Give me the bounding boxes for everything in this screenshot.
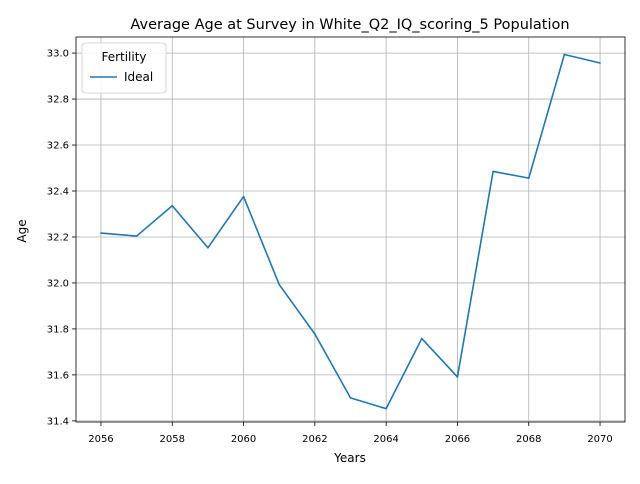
- y-tick-label: 32.0: [47, 278, 69, 289]
- legend-box: [81, 42, 167, 94]
- plot-area: [100, 53, 601, 410]
- axes-frame: [75, 36, 626, 423]
- x-tick-label: 2058: [160, 434, 185, 445]
- y-tick-label: 31.6: [47, 370, 69, 381]
- chart-title: Average Age at Survey in White_Q2_IQ_sco…: [130, 17, 569, 33]
- x-tick-label: 2068: [516, 434, 541, 445]
- data-point: [135, 235, 138, 237]
- y-tick-label: 31.8: [47, 324, 69, 335]
- x-tick-label: 2056: [88, 434, 113, 445]
- data-point: [171, 204, 174, 207]
- data-point: [420, 337, 423, 340]
- legend: Fertility Ideal: [81, 42, 167, 94]
- x-tick-label: 2064: [373, 434, 398, 445]
- data-point: [492, 170, 494, 173]
- data-point: [385, 407, 387, 410]
- data-point: [563, 53, 566, 56]
- data-point: [100, 232, 102, 234]
- legend-item-label: Ideal: [124, 70, 153, 84]
- x-tick-label: 2060: [231, 434, 256, 445]
- x-axis-label: Years: [333, 451, 366, 465]
- data-point: [456, 376, 459, 378]
- data-point: [527, 177, 530, 179]
- y-axis-label: Age: [15, 219, 29, 242]
- data-point: [242, 195, 245, 198]
- data-point: [278, 283, 281, 286]
- y-tick-label: 32.2: [47, 232, 69, 243]
- data-point: [599, 62, 601, 64]
- y-tick-label: 32.6: [47, 141, 69, 152]
- x-tick-label: 2066: [445, 434, 470, 445]
- data-point: [349, 397, 352, 399]
- data-point: [314, 333, 316, 335]
- x-tick-label: 2062: [302, 434, 327, 445]
- grid-layer: [76, 37, 625, 422]
- y-tick-label: 32.4: [47, 187, 69, 198]
- legend-title: Fertility: [101, 50, 146, 64]
- y-tick-label: 31.4: [47, 416, 69, 427]
- axes-layer: 2056 2058 2060 2062 2064 2066 2068 2070 31.4 31.6…: [47, 36, 626, 445]
- y-tick-label: 33.0: [47, 49, 69, 60]
- y-tick-label: 32.8: [47, 95, 69, 106]
- x-tick-label: 2070: [587, 434, 612, 445]
- data-point: [207, 246, 209, 249]
